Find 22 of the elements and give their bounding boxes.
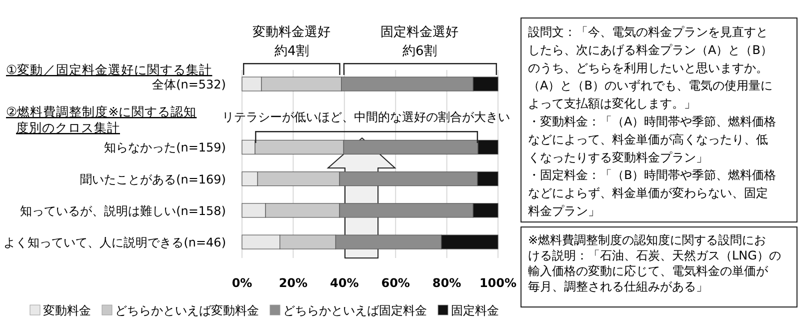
x-tick-label: 40% [330, 276, 359, 290]
text: ※燃料費調整制度の認知度に関する設問における説明：「石油、石炭、天然ガス（LNG）の輸入価格の変動に応じて、電気料金の単価が毎月、調整される仕組みがある」 [528, 233, 781, 294]
text: ①変動／固定料金選好に関する集計 [6, 62, 212, 77]
y-tick-label: よく知っていて、人に説明できる(n=46) [4, 236, 226, 250]
legend-label: 変動料金 [43, 304, 91, 318]
x-tick-label: 0% [232, 276, 252, 290]
text: ②燃料費調整制度※に関する認知度別のクロス集計 [6, 104, 197, 135]
y-tick-label: 聞いたことがある(n=169) [80, 172, 226, 186]
legend-label: どちらかといえば変動料金 [115, 304, 259, 318]
x-tick-label: 60% [381, 276, 410, 290]
legend-label: どちらかといえば固定料金 [283, 304, 427, 318]
x-tick-label: 100% [479, 276, 517, 290]
x-tick-label: 20% [278, 276, 308, 290]
text: 設問文：「今、電気の料金プランを見直すとしたら、次にあげる料金プラン（A）と（B）のうち、どちらを利用したいと思いますか。（A）と（B）のいずれでも、電気の使用量によって支払額は変化します。」・変動料金：「（A）時間帯や季節、燃料価格などによって、料金単価が高くなったり、低くなったりする変動料金プラン」・固定料金：「（B）時間帯や季節、燃料価格などによらず、料金単価が変わらない、固定料金プラン」 [528, 25, 776, 218]
legend-label: 固定料金 [451, 304, 499, 318]
text: 変動料金選好約4割 [252, 24, 331, 59]
text: 固定料金選好約6割 [380, 25, 459, 59]
y-tick-label: 全体(n=532) [152, 78, 226, 92]
annotation: リテラシーが低いほど、中間的な選好の割合が大きい [222, 110, 510, 124]
y-tick-label: 知らなかった(n=159) [104, 140, 226, 155]
y-tick-label: 知っているが、説明は難しい(n=158) [20, 204, 226, 218]
x-tick-label: 80% [432, 276, 462, 290]
